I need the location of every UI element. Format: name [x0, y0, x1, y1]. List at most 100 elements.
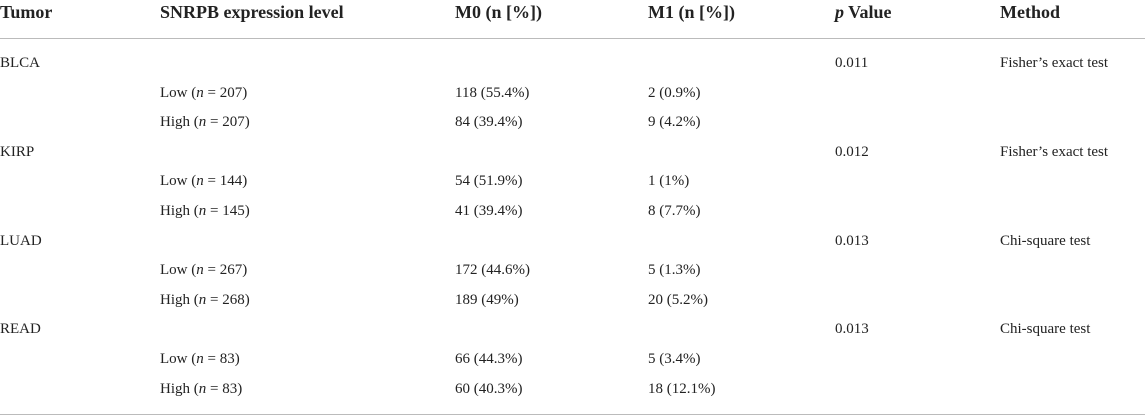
cell-text: M1 (n [%])	[648, 2, 735, 22]
cell-text: Low (	[160, 351, 197, 367]
italic-text: n	[198, 291, 207, 308]
method-cell: Chi-square test	[1000, 319, 1090, 339]
cell-text: 8 (7.7%)	[648, 203, 701, 219]
m1-cell: 5 (1.3%)	[648, 260, 701, 280]
cell-text: 0.013	[835, 232, 869, 249]
cell-text: 84 (39.4%)	[455, 114, 523, 131]
tumor-cell: BLCA	[0, 53, 40, 73]
method-cell: Chi-square test	[1000, 231, 1090, 251]
m0-cell: 118 (55.4%)	[455, 83, 529, 103]
header-cell: M1 (n [%])	[648, 1, 735, 23]
cell-text: High (	[160, 203, 199, 219]
m1-cell: 1 (1%)	[648, 171, 689, 191]
cell-text: Low (	[160, 262, 197, 279]
header-cell: p Value	[835, 1, 892, 23]
cell-text: 9 (4.2%)	[648, 114, 701, 131]
italic-text: n	[196, 173, 204, 190]
cell-text: High (	[160, 380, 199, 397]
cell-text: BLCA	[0, 55, 41, 71]
method-cell: Fisher’s exact test	[1000, 142, 1108, 162]
m1-cell: 8 (7.7%)	[648, 201, 701, 221]
level-cell: Low (n = 207)	[160, 83, 247, 103]
m1-cell: 18 (12.1%)	[648, 379, 716, 399]
p-value-cell: 0.013	[835, 231, 869, 251]
level-cell: Low (n = 267)	[160, 260, 247, 280]
tumor-cell: KIRP	[0, 142, 34, 162]
method-cell: Fisher’s exact test	[1000, 53, 1108, 73]
p-value-cell: 0.011	[835, 53, 868, 73]
level-cell: High (n = 268)	[160, 290, 250, 310]
cell-text: 0.012	[835, 143, 869, 160]
header-cell: Tumor	[0, 1, 52, 23]
cell-text: = 144)	[203, 173, 248, 190]
italic-text: n	[196, 262, 204, 279]
header-cell: SNRPB expression level	[160, 1, 344, 23]
cell-text: = 83)	[206, 380, 243, 397]
tumor-cell: READ	[0, 319, 41, 339]
cell-text: 0.011	[835, 55, 869, 71]
cell-text: Tumor	[0, 2, 53, 22]
cell-text: 20 (5.2%)	[648, 291, 708, 308]
cell-text: Low (	[160, 173, 197, 190]
cell-text: 0.013	[835, 321, 869, 338]
italic-text: n	[196, 84, 204, 101]
cell-text: LUAD	[0, 232, 42, 249]
cell-text: 66 (44.3%)	[455, 351, 523, 367]
cell-text: 189 (49%)	[455, 291, 519, 308]
cell-text: 60 (40.3%)	[455, 380, 523, 397]
cell-text: 2 (0.9%)	[648, 84, 701, 101]
m0-cell: 60 (40.3%)	[455, 379, 523, 399]
cell-text: = 207)	[203, 84, 248, 101]
header-rule	[0, 38, 1145, 39]
italic-text: p	[835, 2, 844, 22]
level-cell: Low (n = 144)	[160, 171, 247, 191]
m1-cell: 9 (4.2%)	[648, 112, 701, 132]
cell-text: = 83)	[203, 351, 240, 367]
cell-text: 172 (44.6%)	[455, 262, 530, 279]
m1-cell: 20 (5.2%)	[648, 290, 708, 310]
m0-cell: 66 (44.3%)	[455, 349, 523, 369]
cell-text: Fisher’s exact test	[1000, 143, 1109, 160]
m1-cell: 5 (3.4%)	[648, 349, 701, 369]
cell-text: M0 (n [%])	[455, 2, 542, 22]
italic-text: n	[198, 114, 207, 131]
p-value-cell: 0.012	[835, 142, 869, 162]
m0-cell: 41 (39.4%)	[455, 201, 523, 221]
m0-cell: 54 (51.9%)	[455, 171, 523, 191]
cell-text: KIRP	[0, 143, 35, 160]
header-cell: M0 (n [%])	[455, 1, 542, 23]
cell-text: 1 (1%)	[648, 173, 690, 190]
m1-cell: 2 (0.9%)	[648, 83, 701, 103]
header-cell: Method	[1000, 1, 1060, 23]
m0-cell: 172 (44.6%)	[455, 260, 530, 280]
cell-text: Fisher’s exact test	[1000, 55, 1109, 71]
m0-cell: 189 (49%)	[455, 290, 519, 310]
cell-text: 54 (51.9%)	[455, 173, 523, 190]
cell-text: High (	[160, 114, 199, 131]
italic-text: n	[196, 351, 204, 367]
cell-text: High (	[160, 291, 199, 308]
cell-text: Chi-square test	[1000, 232, 1091, 249]
level-cell: High (n = 83)	[160, 379, 242, 399]
level-cell: High (n = 145)	[160, 201, 250, 221]
bottom-rule	[0, 414, 1145, 415]
cell-text: Chi-square test	[1000, 321, 1091, 338]
cell-text: READ	[0, 321, 41, 338]
level-cell: High (n = 207)	[160, 112, 250, 132]
cell-text: = 207)	[206, 114, 250, 131]
cell-text: 5 (3.4%)	[648, 351, 701, 367]
p-value-cell: 0.013	[835, 319, 869, 339]
cell-text: = 268)	[206, 291, 250, 308]
cell-text: 41 (39.4%)	[455, 203, 523, 219]
italic-text: n	[198, 380, 207, 397]
cell-text: Method	[1000, 2, 1060, 22]
cell-text: 5 (1.3%)	[648, 262, 701, 279]
cell-text: Low (	[160, 84, 197, 101]
level-cell: Low (n = 83)	[160, 349, 240, 369]
cell-text: 118 (55.4%)	[455, 84, 530, 101]
tumor-cell: LUAD	[0, 231, 42, 251]
cell-text: = 145)	[206, 203, 250, 219]
cell-text: = 267)	[203, 262, 248, 279]
cell-text: 18 (12.1%)	[648, 380, 716, 397]
